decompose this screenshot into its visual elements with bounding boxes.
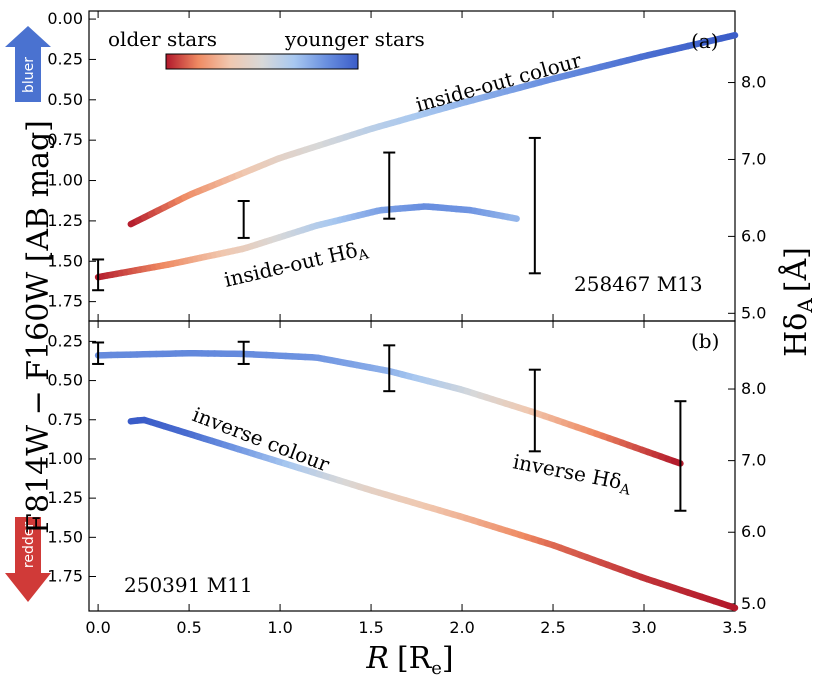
panel-b-left-tick-label: 0.25 [47,331,83,350]
y-axis-right-label-unit: [Å] [778,247,814,292]
panel-a-error-bar [237,200,250,239]
x-tick-label: 0.0 [85,618,110,637]
x-axis-label-unit: [R [397,641,433,676]
panel-a-left-tick-label: 1.50 [47,251,83,270]
x-tick-label: 1.5 [358,618,383,637]
panel-b-frame [88,320,736,612]
panel-a-left-tick-label: 1.75 [47,292,83,311]
inverse-hd-label-sub: A [617,481,632,499]
panel-a-error-bar [383,151,396,220]
panel-a-error-bar [92,258,105,292]
panel-b-left-tick-label: 1.50 [47,527,83,546]
ticks-layer: 0.00 0.25 0.50 0.75 1.00 1.25 1.50 1.75 5.0 6.0 7.… [47,9,766,637]
colorbar-left-label: older stars [108,27,217,51]
y-axis-right-label: HδA [Å] [778,247,817,357]
panel-b-right-tick-label: 8.0 [741,379,766,398]
panel-a-hd-curve-segment [508,214,520,222]
panel-b-error-bar [383,344,396,393]
inside-out-colour-label: inside-out colour [413,48,584,117]
bluer-arrow-label: bluer [21,57,37,93]
x-axis-label-unit-sub: e [431,658,442,679]
panel-a-left-tick-label: 1.00 [47,171,83,190]
errorbars-layer [92,136,687,512]
panel-b-galaxy-label: 250391 M11 [124,573,253,597]
x-tick-label: 3.0 [631,618,656,637]
panel-b-error-bar [237,340,250,365]
age-colorbar [165,53,359,70]
panel-b-left-tick-label: 1.00 [47,449,83,468]
panel-b-left-tick-label: 0.75 [47,410,83,429]
panel-b-hd-curve-segment [670,457,684,467]
inside-out-hd-label: inside-out HδA [222,235,371,294]
x-tick-label: 2.0 [449,618,474,637]
panel-b-error-bar [92,341,105,365]
panel-a-left-tick-label: 1.25 [47,211,83,230]
panel-b-error-bar [528,368,541,453]
panel-b-tag: (b) [691,329,719,353]
panel-a-tag: (a) [691,29,719,53]
y-axis-left-label: F814W − F160W [AB mag] [21,120,56,534]
panel-b-error-bar [674,400,687,512]
inside-out-hd-label-sub: A [356,246,371,264]
panel-a-error-bar [528,136,541,275]
bluer-arrow [5,26,51,102]
panel-a-left-tick-label: 0.50 [47,90,83,109]
x-axis-label: R [Re] [365,641,453,679]
x-axis-label-var: R [365,641,389,676]
inverse-hd-label: inverse HδA [510,449,634,499]
x-tick-label: 0.5 [176,618,201,637]
panel-b-colour-curve-segment [725,602,739,612]
x-tick-label: 3.5 [722,618,747,637]
panel-a-galaxy-label: 258467 M13 [574,272,703,296]
x-axis-label-close: ] [442,641,454,676]
panel-a-right-tick-label: 5.0 [741,303,766,322]
panel-a-left-tick-label: 0.25 [47,49,83,68]
panel-b-right-tick-label: 6.0 [741,522,766,541]
panel-a-right-tick-label: 8.0 [741,73,766,92]
x-tick-label: 1.0 [267,618,292,637]
y-axis-right-label-main: Hδ [779,313,814,357]
panel-a-colour-curve-segment [725,31,739,41]
panel-a-right-tick-label: 6.0 [741,226,766,245]
panel-a-left-tick-label: 0.00 [47,9,83,28]
panel-b-left-tick-label: 1.25 [47,488,83,507]
panel-b-right-tick-label: 7.0 [741,451,766,470]
panel-a-left-tick-label: 0.75 [47,130,83,149]
curves-layer [94,31,739,612]
panel-b-left-tick-label: 1.75 [47,567,83,586]
colorbar-right-label: younger stars [284,27,425,51]
x-tick-label: 2.5 [540,618,565,637]
panel-b-left-tick-label: 0.50 [47,371,83,390]
panel-a-right-tick-label: 7.0 [741,149,766,168]
inverse-hd-label-main: inverse Hδ [511,449,623,494]
redder-arrow [5,517,51,602]
y-axis-right-label-sub: A [793,298,817,314]
panel-b-right-tick-label: 5.0 [741,594,766,613]
redder-arrow-label: redder [21,522,37,568]
